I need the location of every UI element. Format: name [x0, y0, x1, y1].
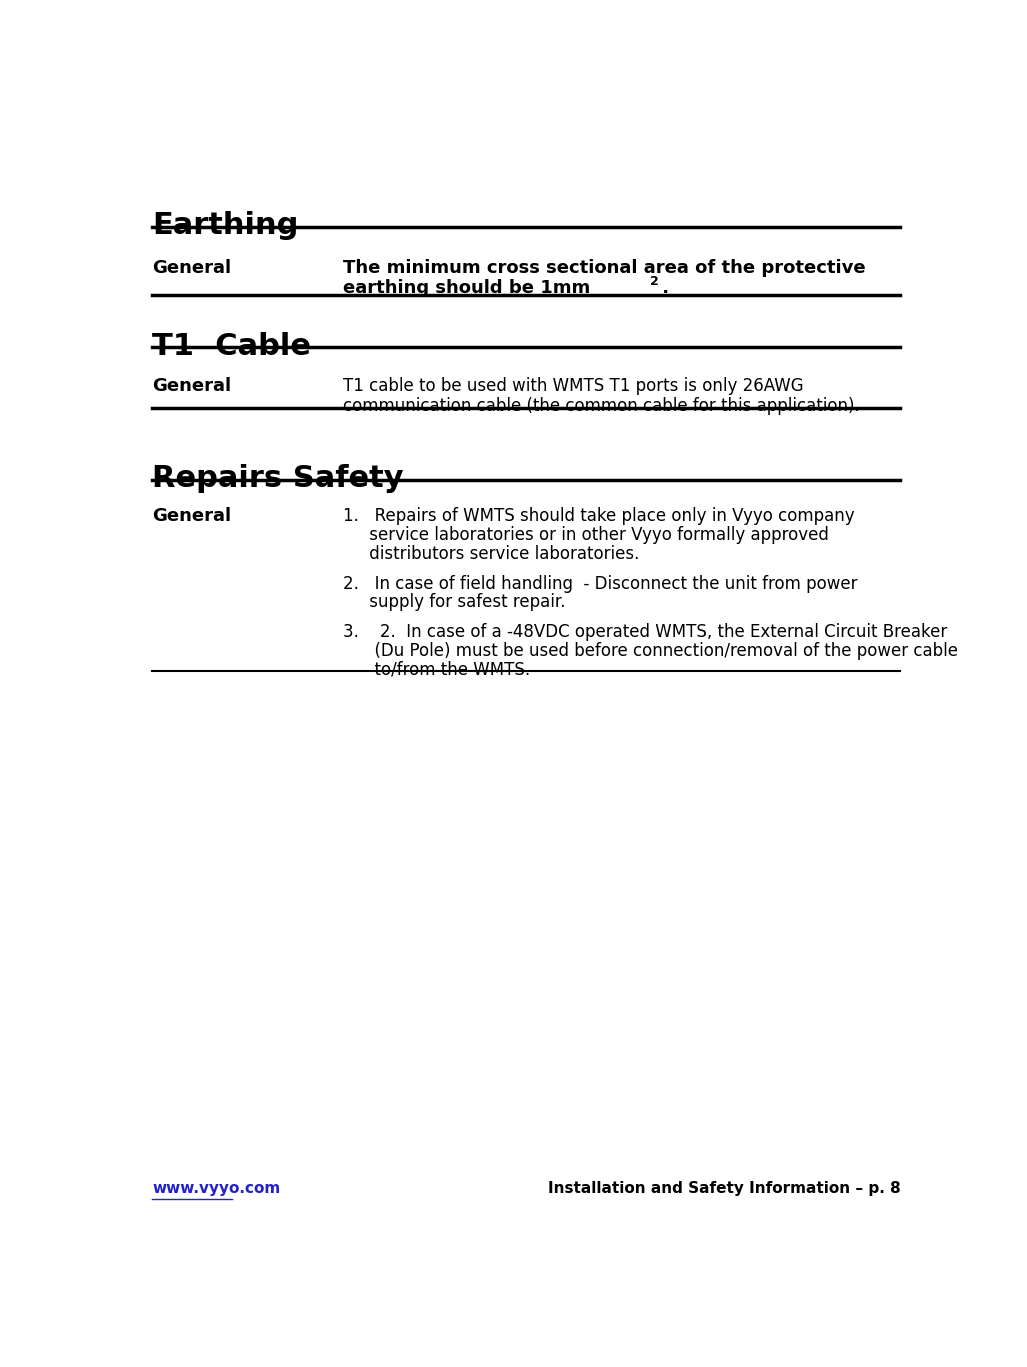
Text: Earthing: Earthing	[152, 212, 299, 241]
Text: supply for safest repair.: supply for safest repair.	[343, 593, 566, 611]
Text: 3.    2.  In case of a -48VDC operated WMTS, the External Circuit Breaker: 3. 2. In case of a -48VDC operated WMTS,…	[343, 623, 948, 641]
Text: service laboratories or in other Vyyo formally approved: service laboratories or in other Vyyo fo…	[343, 526, 829, 544]
Text: Repairs Safety: Repairs Safety	[152, 463, 404, 493]
Text: T1  Cable: T1 Cable	[152, 332, 311, 361]
Text: The minimum cross sectional area of the protective: The minimum cross sectional area of the …	[343, 258, 866, 276]
Text: 2: 2	[650, 275, 658, 287]
Text: www.vyyo.com: www.vyyo.com	[152, 1181, 280, 1196]
Text: General: General	[152, 377, 231, 395]
Text: General: General	[152, 507, 231, 525]
Text: .: .	[656, 279, 670, 297]
Text: T1 cable to be used with WMTS T1 ports is only 26AWG: T1 cable to be used with WMTS T1 ports i…	[343, 377, 804, 395]
Text: communication cable (the common cable for this application).: communication cable (the common cable fo…	[343, 396, 860, 414]
Text: to/from the WMTS.: to/from the WMTS.	[343, 660, 530, 679]
Text: General: General	[152, 258, 231, 276]
Text: distributors service laboratories.: distributors service laboratories.	[343, 545, 640, 563]
Text: earthing should be 1mm: earthing should be 1mm	[343, 279, 591, 297]
Text: Installation and Safety Information – p. 8: Installation and Safety Information – p.…	[547, 1181, 901, 1196]
Text: 2.   In case of field handling  - Disconnect the unit from power: 2. In case of field handling - Disconnec…	[343, 574, 858, 592]
Text: 1.   Repairs of WMTS should take place only in Vyyo company: 1. Repairs of WMTS should take place onl…	[343, 507, 854, 525]
Text: (Du Pole) must be used before connection/removal of the power cable: (Du Pole) must be used before connection…	[343, 642, 958, 660]
